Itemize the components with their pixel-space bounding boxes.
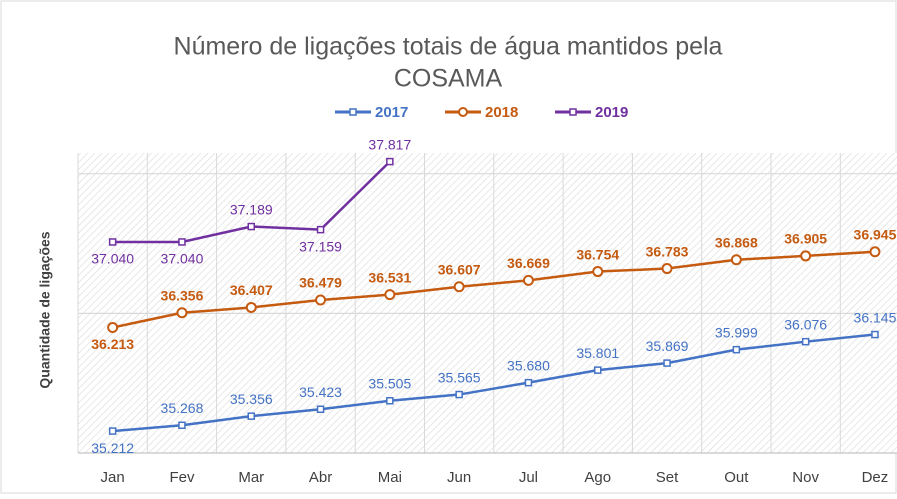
legend-item: 2017 (335, 104, 408, 121)
data-label: 36.213 (91, 336, 134, 352)
series-line (112, 333, 876, 433)
marker (800, 250, 812, 262)
data-label: 37.189 (230, 201, 273, 217)
x-tick-label: Mai (378, 469, 402, 486)
data-label: 37.159 (299, 238, 342, 254)
data-label: 36.868 (715, 234, 758, 250)
marker (730, 254, 742, 266)
data-label: 36.145 (854, 309, 897, 325)
chart-title: Número de ligações totais de água mantid… (174, 33, 723, 61)
marker (247, 412, 255, 420)
data-label: 36.356 (161, 287, 204, 303)
data-label: 35.801 (576, 345, 619, 361)
data-label: 36.407 (230, 282, 273, 298)
x-tick-label: Fev (169, 469, 195, 486)
legend-label: 2017 (375, 104, 408, 121)
data-label: 35.268 (161, 400, 204, 416)
legend-marker (569, 108, 577, 116)
data-label: 35.423 (299, 384, 342, 400)
data-label: 35.680 (507, 357, 550, 373)
x-tick-label: Nov (792, 469, 819, 486)
x-tick-label: Mar (238, 469, 264, 486)
marker (453, 281, 465, 293)
x-tick-label: Jun (447, 469, 471, 486)
series-line (112, 250, 876, 329)
marker (316, 405, 325, 413)
data-label: 35.356 (230, 391, 273, 407)
data-label: 37.040 (161, 251, 204, 267)
legend-item: 2018 (445, 104, 518, 121)
y-axis-label: Quantidade de ligações (37, 231, 53, 388)
data-label: 35.212 (91, 440, 134, 456)
marker (245, 301, 257, 313)
data-label: 35.505 (368, 375, 411, 391)
data-label: 35.565 (438, 369, 481, 385)
data-label: 36.479 (299, 275, 342, 291)
marker (107, 322, 119, 334)
marker (108, 427, 117, 435)
marker (592, 266, 604, 278)
data-label: 35.869 (646, 338, 689, 354)
marker (455, 390, 463, 399)
x-tick-label: Ago (584, 469, 611, 486)
marker (315, 294, 327, 306)
marker (871, 330, 879, 339)
x-tick-label: Out (724, 469, 749, 486)
data-label: 36.783 (646, 243, 689, 259)
data-label: 36.754 (576, 246, 619, 262)
legend-marker (349, 108, 357, 116)
marker (594, 366, 602, 374)
x-tick-label: Dez (862, 469, 889, 486)
marker (869, 246, 881, 258)
x-tick-label: Jan (101, 469, 125, 486)
marker (386, 397, 394, 405)
marker (247, 222, 255, 231)
marker (524, 378, 533, 387)
legend-item: 2019 (555, 104, 628, 121)
marker (663, 359, 671, 367)
data-label: 35.999 (715, 324, 758, 340)
legend-label: 2018 (485, 104, 518, 121)
data-label: 36.905 (784, 231, 827, 247)
marker (178, 238, 186, 246)
marker (386, 157, 394, 166)
x-tick-label: Jul (519, 469, 538, 486)
data-label: 36.669 (507, 255, 550, 271)
legend-marker (458, 107, 468, 117)
data-label: 37.040 (91, 251, 134, 267)
marker (661, 263, 673, 275)
data-label: 37.817 (368, 136, 411, 152)
plot-area (78, 153, 897, 453)
marker (178, 421, 186, 430)
legend-label: 2019 (595, 104, 628, 121)
data-label: 36.607 (438, 261, 481, 277)
marker (176, 307, 188, 319)
x-tick-label: Set (656, 469, 679, 486)
data-label: 36.076 (784, 316, 827, 332)
chart-title: COSAMA (394, 65, 503, 93)
data-label: 36.531 (368, 269, 411, 285)
marker (108, 238, 117, 246)
marker (384, 289, 396, 301)
marker (801, 337, 810, 346)
marker (732, 345, 741, 354)
x-tick-label: Abr (309, 469, 332, 486)
marker (522, 274, 534, 286)
marker (316, 225, 325, 234)
data-label: 36.945 (854, 226, 897, 242)
